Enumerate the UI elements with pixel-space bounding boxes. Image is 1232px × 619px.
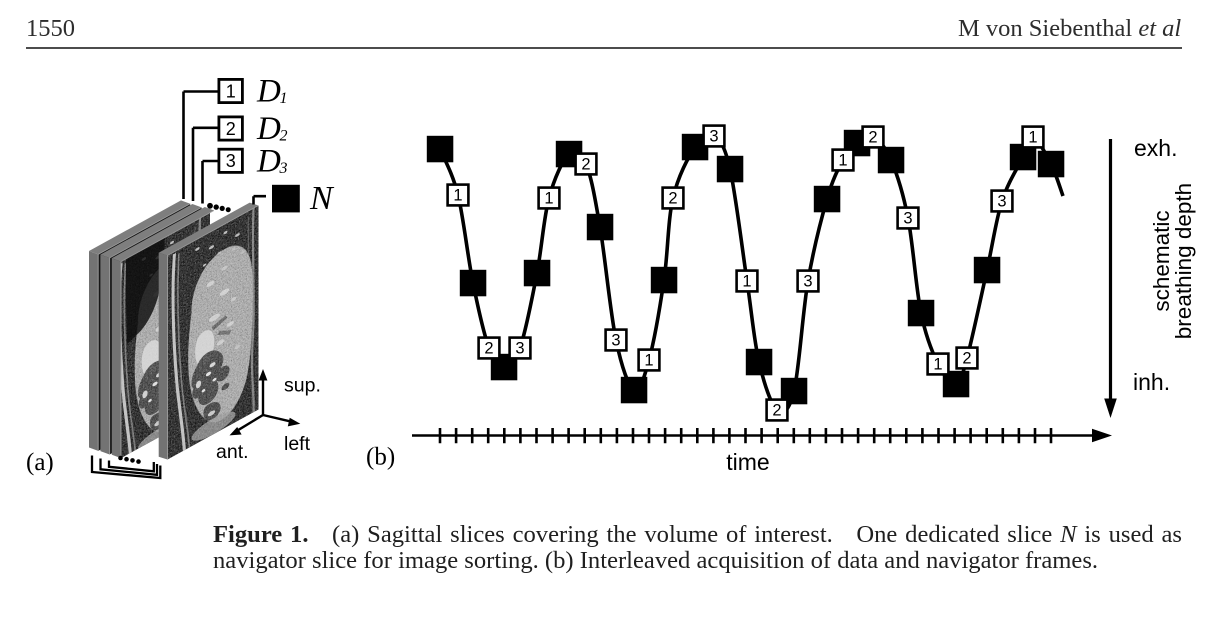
svg-text:3: 3 (709, 128, 718, 146)
svg-text:2: 2 (226, 119, 236, 139)
svg-text:1: 1 (742, 273, 751, 291)
svg-text:2: 2 (772, 402, 781, 420)
svg-text:(b): (b) (366, 444, 395, 471)
svg-text:3: 3 (515, 340, 524, 358)
svg-text:1: 1 (226, 81, 236, 101)
svg-text:1: 1 (1028, 129, 1037, 147)
svg-text:3: 3 (803, 273, 812, 291)
svg-text:3: 3 (226, 151, 236, 171)
svg-text:D: D (256, 74, 281, 110)
svg-text:sup.: sup. (284, 375, 321, 397)
svg-text:D: D (256, 111, 281, 147)
svg-text:2: 2 (668, 190, 677, 208)
svg-text:(a): (a) (26, 449, 54, 476)
svg-text:2: 2 (484, 340, 493, 358)
svg-text:3: 3 (903, 210, 912, 228)
svg-text:2: 2 (962, 350, 971, 368)
svg-text:3: 3 (997, 193, 1006, 211)
svg-text:3: 3 (279, 160, 288, 177)
svg-text:left: left (284, 433, 311, 455)
svg-text:exh.: exh. (1134, 135, 1177, 161)
svg-text:1: 1 (280, 90, 288, 107)
svg-text:inh.: inh. (1133, 369, 1170, 395)
svg-text:1: 1 (644, 352, 653, 370)
svg-text:1: 1 (838, 152, 847, 170)
svg-text:1: 1 (933, 356, 942, 374)
svg-text:2: 2 (280, 128, 288, 145)
svg-text:N: N (309, 180, 335, 217)
svg-text:D: D (256, 144, 281, 180)
svg-text:2: 2 (581, 156, 590, 174)
svg-text:3: 3 (611, 332, 620, 350)
svg-text:time: time (726, 449, 769, 475)
svg-text:1: 1 (544, 190, 553, 208)
svg-text:1: 1 (453, 187, 462, 205)
svg-text:ant.: ant. (216, 441, 249, 463)
svg-text:2: 2 (868, 129, 877, 147)
